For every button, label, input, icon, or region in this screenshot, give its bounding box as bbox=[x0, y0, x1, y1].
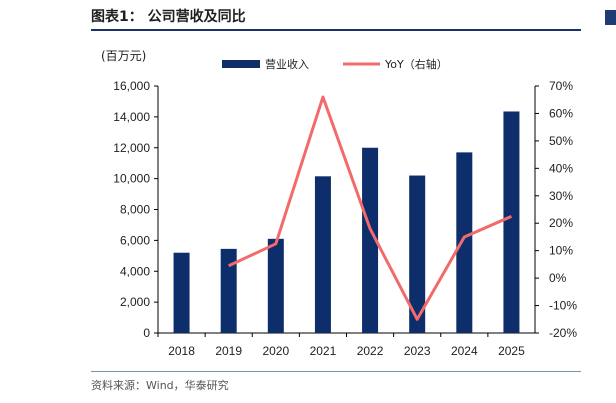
revenue-bar bbox=[409, 175, 426, 333]
right-tick-label: -10% bbox=[549, 299, 577, 313]
source-note: 资料来源：Wind，华泰研究 bbox=[91, 379, 229, 392]
revenue-bar bbox=[220, 248, 237, 333]
revenue-bar bbox=[362, 147, 379, 333]
right-tick-label: 40% bbox=[549, 161, 573, 175]
x-tick-label: 2020 bbox=[262, 344, 289, 358]
bar-layer bbox=[173, 111, 520, 333]
revenue-bar bbox=[267, 238, 284, 333]
x-tick-label: 2019 bbox=[215, 344, 242, 358]
x-tick-label: 2023 bbox=[404, 344, 431, 358]
revenue-bar bbox=[314, 176, 331, 333]
left-tick-label: 4,000 bbox=[120, 264, 150, 278]
legend-bar-swatch bbox=[222, 60, 260, 68]
left-tick-label: 16,000 bbox=[113, 79, 150, 93]
edge-mark bbox=[605, 10, 616, 25]
legend-bar-label: 营业收入 bbox=[265, 57, 309, 71]
title-rule bbox=[91, 29, 581, 31]
left-tick-label: 2,000 bbox=[120, 295, 150, 309]
revenue-bar bbox=[173, 252, 190, 333]
right-tick-label: 30% bbox=[549, 189, 573, 203]
x-tick-label: 2018 bbox=[168, 344, 195, 358]
left-tick-label: 0 bbox=[143, 326, 150, 340]
right-tick-label: 70% bbox=[549, 79, 573, 93]
left-tick-label: 10,000 bbox=[113, 172, 150, 186]
legend: 营业收入 YoY（右轴） bbox=[222, 57, 448, 71]
right-tick-label: 60% bbox=[549, 106, 573, 120]
left-tick-label: 14,000 bbox=[113, 110, 150, 124]
revenue-bar bbox=[456, 152, 473, 333]
left-tick-label: 6,000 bbox=[120, 233, 150, 247]
tick-label-layer: 0 2,000 4,000 6,000 8,000 10,000 12,000 14,000 1… bbox=[113, 79, 577, 358]
legend-line-label: YoY（右轴） bbox=[384, 57, 448, 71]
right-tick-label: 10% bbox=[549, 244, 573, 258]
left-tick-label: 8,000 bbox=[120, 203, 150, 217]
x-tick-label: 2021 bbox=[310, 344, 337, 358]
right-tick-label: 20% bbox=[549, 216, 573, 230]
x-tick-label: 2024 bbox=[451, 344, 478, 358]
line-layer bbox=[228, 95, 513, 321]
right-tick-label: 50% bbox=[549, 134, 573, 148]
x-tick-label: 2025 bbox=[498, 344, 525, 358]
right-tick-label: -20% bbox=[549, 326, 577, 340]
source-rule bbox=[91, 371, 581, 372]
unit-label: (百万元) bbox=[101, 49, 147, 63]
x-tick-label: 2022 bbox=[357, 344, 384, 358]
revenue-bar bbox=[503, 111, 520, 333]
figure-title: 图表1： 公司营收及同比 bbox=[91, 9, 246, 25]
yoy-line bbox=[228, 95, 513, 321]
right-tick-label: 0% bbox=[549, 271, 567, 285]
left-tick-label: 12,000 bbox=[113, 141, 150, 155]
axes-layer bbox=[154, 85, 539, 337]
